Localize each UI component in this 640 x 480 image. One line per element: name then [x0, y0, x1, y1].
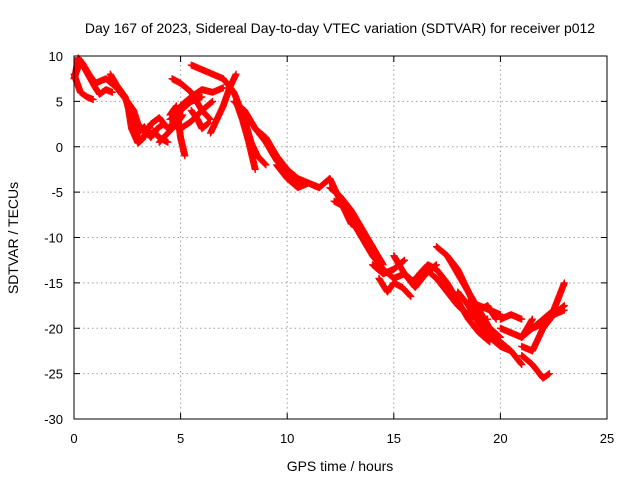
series-track-25 [273, 161, 334, 192]
data-point [560, 279, 568, 287]
series-track-42 [518, 351, 553, 382]
y-tick-label: -10 [44, 231, 63, 246]
axis-ticks: 0 5 10 15 20 25 10 5 0 -5 -10 -15 -20 -25 -30 [44, 49, 614, 446]
data-point [219, 84, 227, 92]
x-tick-label: 25 [600, 431, 614, 446]
data-point [406, 292, 414, 300]
y-tick-label: 0 [56, 140, 63, 155]
data-point [261, 160, 269, 168]
data-point [262, 161, 270, 169]
data-point [517, 360, 525, 368]
series-track-11 [149, 126, 172, 146]
series-track-14 [177, 84, 227, 110]
data-point [407, 292, 415, 300]
series-track-28 [330, 197, 372, 246]
grid [74, 56, 607, 419]
y-tick-label: -25 [44, 367, 63, 382]
x-tick-label: 10 [280, 431, 294, 446]
data-point [518, 361, 526, 369]
series-track-4 [96, 86, 116, 98]
data-point [400, 257, 408, 265]
data-point [405, 291, 413, 299]
series-track-22 [241, 120, 270, 169]
data-point [108, 88, 116, 96]
data-point [364, 238, 372, 246]
data-point [545, 370, 553, 378]
data-point [260, 159, 268, 167]
y-tick-label: -20 [44, 321, 63, 336]
series-track-45 [528, 306, 568, 332]
data-point [89, 96, 97, 104]
data-point [198, 93, 206, 101]
y-tick-label: -5 [51, 185, 63, 200]
data-point [205, 114, 213, 122]
series-track-30 [375, 274, 415, 300]
y-tick-label: 10 [49, 49, 63, 64]
data-point [206, 115, 214, 123]
series-track-17 [168, 75, 214, 124]
y-tick-label: -30 [44, 412, 63, 427]
series-track-39 [475, 302, 500, 323]
data-point [518, 315, 526, 323]
data-point [208, 98, 216, 106]
chart-title: Day 167 of 2023, Sidereal Day-to-day VTE… [85, 20, 595, 36]
x-tick-label: 0 [70, 431, 77, 446]
data-points [70, 54, 568, 382]
x-tick-label: 15 [387, 431, 401, 446]
series-track-34 [415, 261, 494, 346]
data-point [232, 70, 240, 78]
data-point [528, 315, 536, 323]
x-tick-label: 5 [177, 431, 184, 446]
x-tick-label: 20 [493, 431, 507, 446]
y-tick-label: -15 [44, 276, 63, 291]
data-point [251, 165, 259, 173]
data-point [209, 97, 217, 105]
data-point [560, 306, 568, 314]
y-tick-label: 5 [56, 94, 63, 109]
x-axis-label: GPS time / hours [287, 458, 394, 474]
data-point [400, 256, 408, 264]
data-point [164, 138, 172, 146]
series-track-6 [106, 70, 142, 142]
y-axis-label: SDTVAR / TECUs [5, 182, 21, 294]
series-track-19 [187, 61, 227, 83]
data-point [206, 116, 214, 124]
data-point [203, 120, 211, 128]
series-track-40 [496, 311, 526, 323]
series-track-16 [187, 106, 212, 133]
data-point [181, 152, 189, 160]
